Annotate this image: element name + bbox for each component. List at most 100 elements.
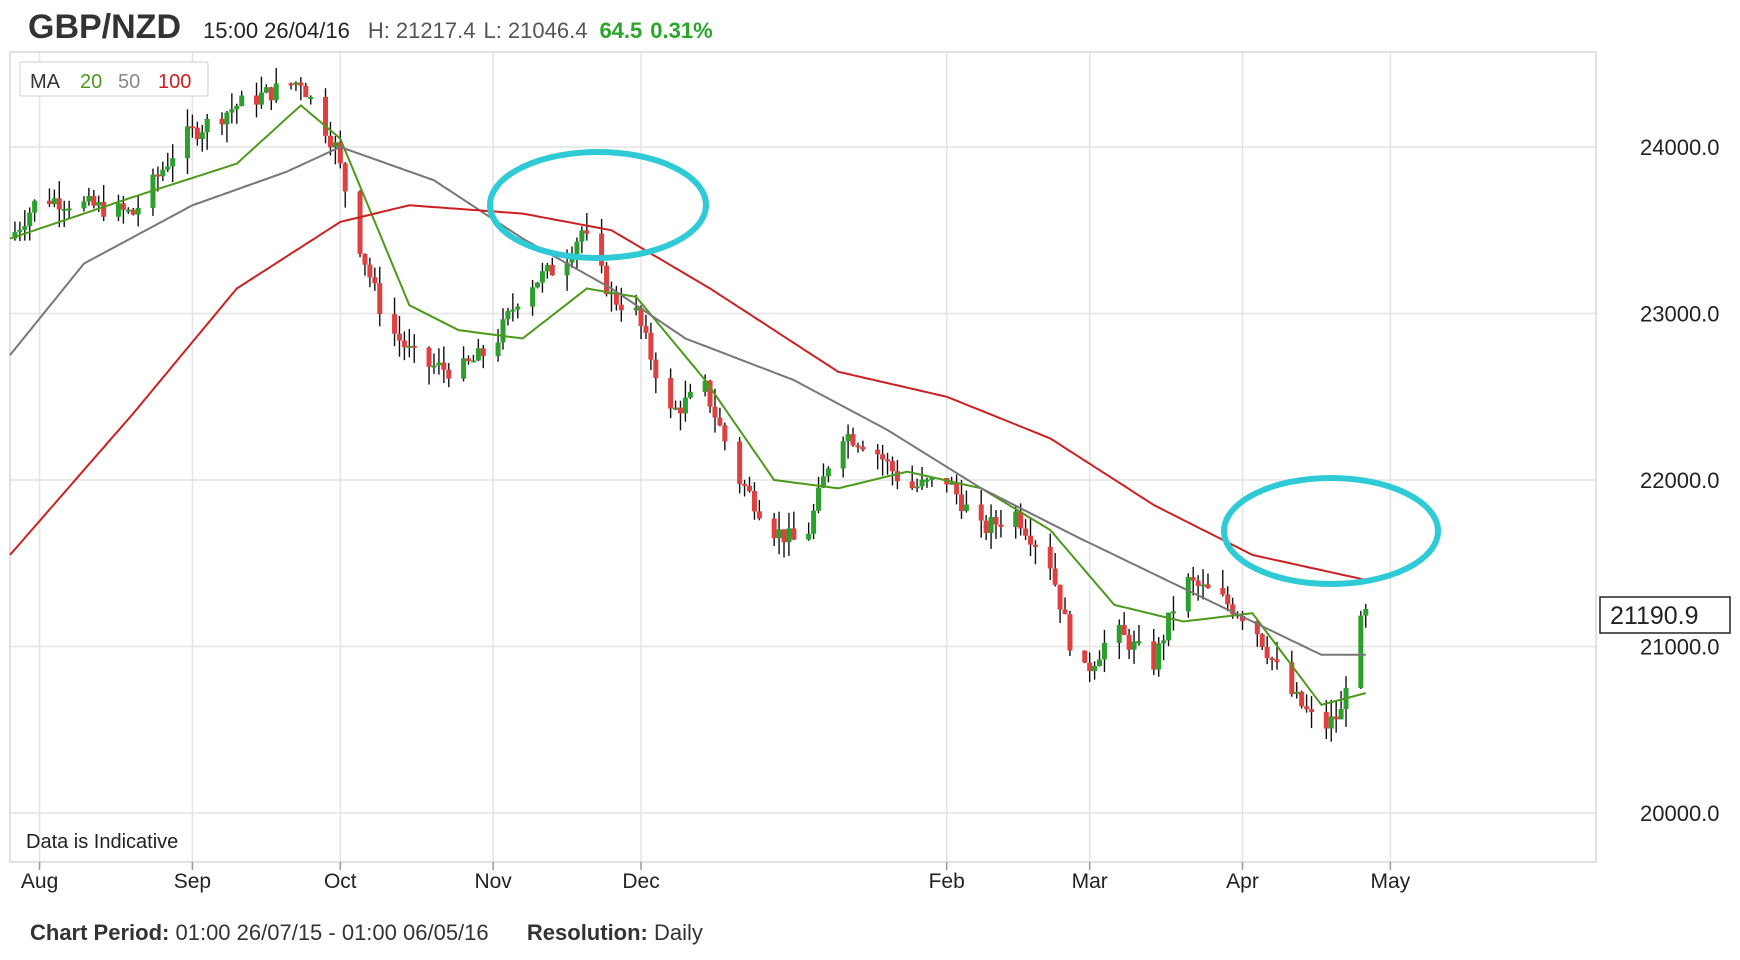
candle-body xyxy=(963,504,969,512)
candle-body xyxy=(12,231,18,239)
y-tick-label: 21000.0 xyxy=(1640,635,1720,660)
candle-body xyxy=(1269,658,1275,661)
candle-body xyxy=(436,362,442,366)
candle-body xyxy=(613,292,619,305)
highlight-circle-nov xyxy=(487,149,709,261)
candle-body xyxy=(539,271,545,283)
candle-body xyxy=(293,82,299,85)
candle-body xyxy=(1116,625,1122,643)
candle-body xyxy=(1240,615,1245,622)
highlight-annotations xyxy=(487,149,1441,587)
candle-body xyxy=(1264,647,1270,659)
x-tick-label: Mar xyxy=(1072,870,1108,893)
candle-body xyxy=(500,319,506,343)
candle-body xyxy=(530,287,536,307)
candle-body xyxy=(1289,662,1295,695)
candle-body xyxy=(742,483,748,486)
candle-body xyxy=(239,95,245,106)
candle-body xyxy=(1363,609,1369,616)
x-tick-label: Sep xyxy=(174,870,211,893)
candle-body xyxy=(135,207,141,215)
candle-body xyxy=(786,528,792,543)
candle-body xyxy=(1092,666,1098,671)
candle-body xyxy=(27,212,33,227)
candle-body xyxy=(332,142,338,148)
candle-body xyxy=(219,118,225,125)
price-chart[interactable]: MA 20 50 100 24000.0 23000.0 22000.0 21000.… xyxy=(0,0,1740,900)
candle-body xyxy=(894,471,900,482)
candle-body xyxy=(648,332,654,360)
candle-body xyxy=(958,494,964,512)
ma20-line xyxy=(9,104,1367,706)
candle-body xyxy=(327,135,333,148)
grid-lines xyxy=(10,52,1596,862)
candle-body xyxy=(46,200,52,204)
candle-body xyxy=(1023,528,1029,536)
candle-body xyxy=(1338,708,1344,720)
candle-body xyxy=(653,359,659,379)
candle-body xyxy=(155,174,161,177)
candle-body xyxy=(722,425,728,442)
candle-body xyxy=(101,202,107,217)
candle-body xyxy=(1018,511,1024,529)
candle-body xyxy=(599,233,605,266)
candle-body xyxy=(604,265,610,295)
x-tick-label: Nov xyxy=(474,870,512,893)
candle-body xyxy=(1195,580,1201,586)
candle-body xyxy=(1328,716,1334,729)
candle-body xyxy=(544,264,550,272)
candle-body xyxy=(461,358,467,379)
candle-body xyxy=(160,169,166,177)
candle-body xyxy=(806,533,812,540)
candle-body xyxy=(1166,612,1172,641)
candle-body xyxy=(170,158,176,167)
change-percent: 0.31% xyxy=(650,18,713,43)
candle-body xyxy=(707,380,713,407)
candle-body xyxy=(1259,634,1265,648)
candle-body xyxy=(51,198,57,204)
moving-average-lines xyxy=(9,104,1367,706)
candle-body xyxy=(682,397,688,414)
chart-header: GBP/NZD 15:00 26/04/16 H: 21217.4 L: 210… xyxy=(28,8,721,48)
candle-body xyxy=(978,504,984,521)
candle-body xyxy=(288,83,294,86)
candle-body xyxy=(91,196,97,206)
candle-body xyxy=(184,126,190,159)
candle-body xyxy=(510,309,516,312)
candle-body xyxy=(298,82,304,86)
candle-body xyxy=(1225,594,1231,605)
candle-body xyxy=(86,196,92,202)
candle-body xyxy=(426,347,432,367)
candle-body xyxy=(1220,588,1226,595)
candle-body xyxy=(1151,641,1157,670)
candle-body xyxy=(845,434,851,442)
legend-ma20: 20 xyxy=(80,71,102,93)
candle-body xyxy=(125,209,131,212)
indicative-note: Data is Indicative xyxy=(26,831,178,853)
candle-body xyxy=(441,362,447,370)
candle-body xyxy=(673,407,679,410)
legend-ma100: 100 xyxy=(158,71,191,93)
period-value: 01:00 26/07/15 - 01:00 06/05/16 xyxy=(175,920,489,945)
legend-ma50: 50 xyxy=(118,71,140,93)
candlestick-series xyxy=(12,67,1369,742)
candle-body xyxy=(1097,659,1103,667)
candle-body xyxy=(495,342,501,357)
candle-body xyxy=(1304,706,1310,710)
candle-body xyxy=(406,345,412,348)
y-tick-label: 24000.0 xyxy=(1640,135,1720,160)
candle-body xyxy=(751,491,757,512)
x-axis: Aug Sep Oct Nov Dec Feb Mar Apr May xyxy=(21,862,1411,893)
resolution-label: Resolution: xyxy=(526,920,648,945)
candle-body xyxy=(717,417,723,426)
candle-body xyxy=(618,304,624,311)
candle-body xyxy=(254,95,259,105)
candle-body xyxy=(1087,662,1093,671)
candle-body xyxy=(1047,546,1053,569)
candle-body xyxy=(791,528,797,540)
x-tick-label: Feb xyxy=(929,870,965,893)
candle-body xyxy=(1358,615,1364,688)
candle-body xyxy=(367,264,373,278)
candle-body xyxy=(1013,511,1019,528)
candle-body xyxy=(362,253,368,265)
